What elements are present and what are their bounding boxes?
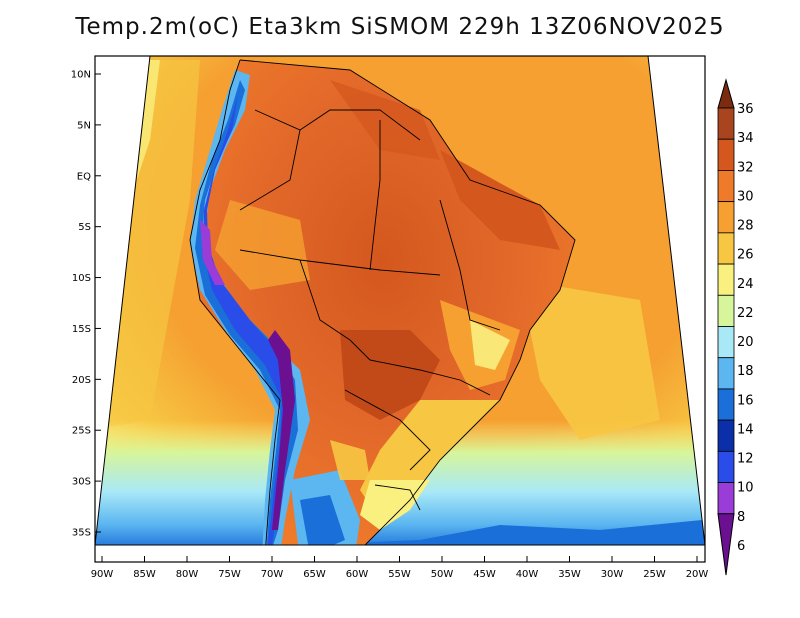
lat-tick-label: 15S <box>72 324 91 335</box>
colorbar-swatch <box>717 138 735 171</box>
colorbar-label: 14 <box>737 422 754 437</box>
lon-tick-label: 30W <box>601 569 624 580</box>
colorbar-label: 10 <box>737 481 754 496</box>
lat-tick-label: 25S <box>72 426 91 437</box>
lon-tick-label: 85W <box>133 569 156 580</box>
colorbar: 36 34 32 30 28 26 24 22 20 18 16 14 12 10 8 6 <box>717 78 754 576</box>
colorbar-swatch <box>717 419 735 452</box>
lon-tick-label: 75W <box>218 569 241 580</box>
colorbar-label: 30 <box>737 189 754 204</box>
lon-tick-label: 20W <box>686 569 709 580</box>
lat-tick-label: 5N <box>77 120 91 131</box>
colorbar-swatch <box>717 232 735 265</box>
lon-tick-label: 90W <box>91 569 114 580</box>
colorbar-label: 18 <box>737 364 754 379</box>
colorbar-swatch <box>717 170 735 203</box>
lat-tick-label: 10S <box>72 273 91 284</box>
longitude-axis: 90W 85W 80W 75W 70W 65W 60W 55W 50W 45W 40W 35W 30W 2… <box>91 556 709 580</box>
colorbar-swatch <box>717 263 735 296</box>
colorbar-min-arrow <box>717 513 735 576</box>
colorbar-label: 32 <box>737 160 754 175</box>
lat-tick-label: 30S <box>72 477 91 488</box>
colorbar-label: 36 <box>737 102 754 117</box>
lat-tick-label: 10N <box>71 70 91 81</box>
lon-tick-label: 80W <box>176 569 199 580</box>
country-borders <box>189 59 576 545</box>
colorbar-swatch <box>717 388 735 421</box>
lat-tick-label: 5S <box>78 222 91 233</box>
colorbar-swatch <box>717 482 735 515</box>
lon-tick-label: 60W <box>346 569 369 580</box>
colorbar-label: 34 <box>737 131 754 146</box>
colorbar-label: 22 <box>737 306 754 321</box>
latitude-axis: 10N 5N EQ 5S 10S 15S 20S 25S 30S 35S <box>71 70 101 539</box>
colorbar-swatch <box>717 357 735 390</box>
lon-tick-label: 65W <box>303 569 326 580</box>
colorbar-swatch <box>717 450 735 483</box>
colorbar-label: 28 <box>737 219 754 234</box>
colorbar-label: 8 <box>737 510 745 525</box>
colorbar-label: 26 <box>737 248 754 263</box>
colorbar-swatch <box>717 294 735 327</box>
colorbar-label: 20 <box>737 335 754 350</box>
lat-tick-label: EQ <box>77 171 91 182</box>
colorbar-label: 6 <box>737 539 745 554</box>
colorbar-label: 24 <box>737 277 754 292</box>
lon-tick-label: 55W <box>388 569 411 580</box>
colorbar-max-arrow <box>717 78 735 109</box>
lat-tick-label: 20S <box>72 375 91 386</box>
lon-tick-label: 45W <box>473 569 496 580</box>
colorbar-swatch <box>717 326 735 359</box>
lon-tick-label: 40W <box>516 569 539 580</box>
colorbar-label: 12 <box>737 452 754 467</box>
lon-tick-label: 50W <box>431 569 454 580</box>
lon-tick-label: 35W <box>558 569 581 580</box>
andes-mountains <box>190 70 310 545</box>
colorbar-swatch <box>717 201 735 234</box>
lon-tick-label: 70W <box>261 569 284 580</box>
colorbar-label: 16 <box>737 393 754 408</box>
lon-tick-label: 25W <box>643 569 666 580</box>
lat-tick-label: 35S <box>72 528 91 539</box>
colorbar-swatch <box>717 107 735 140</box>
map-title: Temp.2m(oC) Eta3km SiSMOM 229h 13Z06NOV2… <box>75 14 725 40</box>
